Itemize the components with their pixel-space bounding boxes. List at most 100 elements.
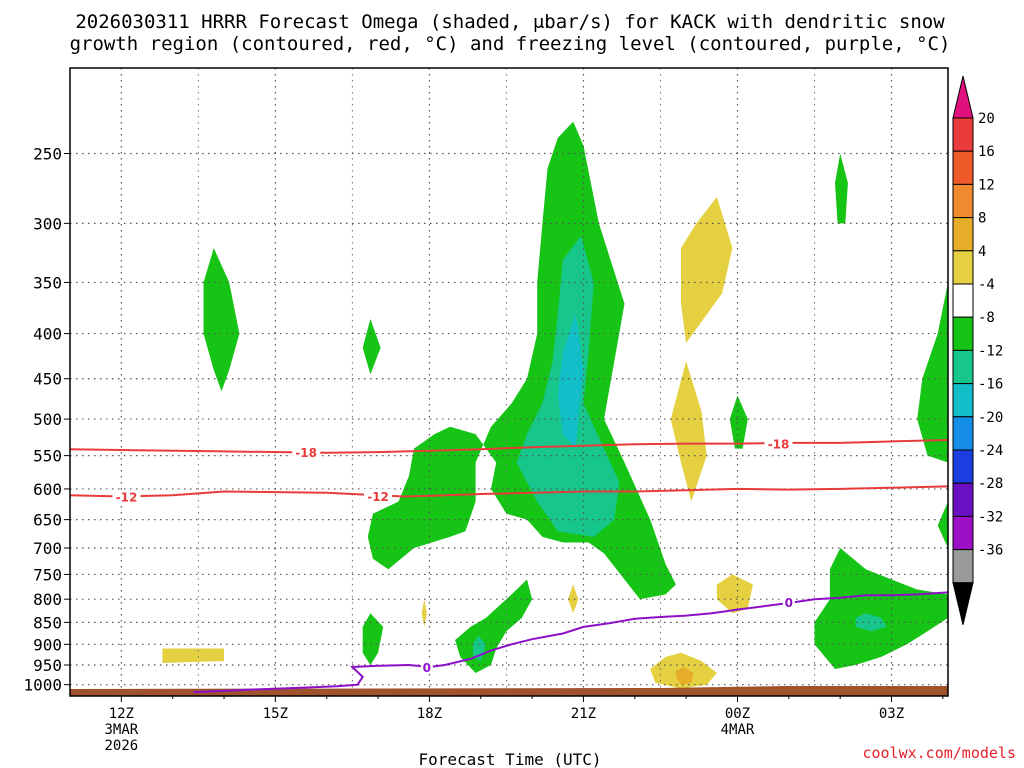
omega-region-2 bbox=[367, 121, 676, 600]
colorbar-swatch--28 bbox=[952, 482, 974, 517]
colorbar-swatch-4 bbox=[952, 250, 974, 285]
omega-region-12 bbox=[814, 548, 948, 669]
contour-label-minus12-a-bg bbox=[112, 489, 141, 503]
colorbar-label--36: -36 bbox=[978, 543, 1003, 559]
colorbar-label--12: -12 bbox=[978, 343, 1003, 359]
omega-region-1 bbox=[362, 318, 381, 375]
colorbar-label--28: -28 bbox=[978, 476, 1003, 492]
colorbar-bottom-arrow bbox=[952, 582, 974, 625]
contour-label-minus18-b: -18 bbox=[768, 438, 790, 452]
omega-region-5 bbox=[729, 395, 748, 449]
colorbar-label--32: -32 bbox=[978, 509, 1003, 525]
x-axis-label: Forecast Time (UTC) bbox=[418, 750, 601, 768]
contour-minus18 bbox=[69, 439, 949, 454]
x-tick-label-15Z: 15Z bbox=[263, 706, 288, 722]
x-tick-label-00Z: 00Z bbox=[725, 706, 750, 722]
contour-lines: -18 -18 -12 -12 0 0 bbox=[69, 436, 949, 694]
omega-region-6 bbox=[917, 282, 948, 463]
omega-region-21 bbox=[675, 667, 694, 685]
credit-text: coolwx.com/models bbox=[862, 744, 1016, 762]
colorbar-swatch-8 bbox=[952, 217, 974, 252]
colorbar-label-4: 4 bbox=[978, 244, 986, 260]
colorbar-swatch--20 bbox=[952, 416, 974, 451]
x-tick-label-21Z: 21Z bbox=[571, 706, 596, 722]
grid-lines bbox=[70, 68, 948, 696]
contour-label-minus18-b-bg bbox=[764, 436, 793, 450]
x-tick-sub2-12Z: 2026 bbox=[104, 738, 138, 754]
colorbar-label--24: -24 bbox=[978, 443, 1003, 459]
colorbar: 20 16 12 8 4 -4 -8 -12 -16 -20 -24 -28 -32 -36 bbox=[952, 75, 1003, 625]
ground-strip bbox=[70, 686, 948, 696]
y-tick-label-600: 600 bbox=[33, 480, 62, 499]
omega-region-14 bbox=[681, 196, 733, 343]
y-tick-label-650: 650 bbox=[33, 511, 62, 530]
colorbar-swatch--4 bbox=[952, 283, 974, 318]
y-tick-label-950: 950 bbox=[33, 656, 62, 675]
omega-region-9 bbox=[362, 613, 384, 665]
x-tick-sub1-00Z: 4MAR bbox=[721, 722, 755, 738]
omega-region-18 bbox=[421, 599, 427, 627]
y-tick-label-750: 750 bbox=[33, 565, 62, 584]
colorbar-swatch--16 bbox=[952, 383, 974, 418]
omega-region-8 bbox=[835, 153, 848, 224]
colorbar-label--16: -16 bbox=[978, 377, 1003, 393]
omega-shading bbox=[162, 121, 948, 689]
contour-label-freezing-a: 0 bbox=[423, 661, 431, 675]
omega-region-4 bbox=[557, 313, 584, 449]
contour-label-freezing-a-bg bbox=[420, 660, 433, 674]
colorbar-swatch--12 bbox=[952, 349, 974, 385]
contour-label-minus12-b-bg bbox=[364, 488, 393, 502]
colorbar-top-arrow bbox=[952, 75, 974, 119]
omega-region-17 bbox=[568, 584, 579, 614]
contour-label-minus18-a: -18 bbox=[295, 446, 317, 460]
colorbar-label-16: 16 bbox=[978, 144, 995, 160]
colorbar-swatch--24 bbox=[952, 449, 974, 484]
x-tick-sub1-12Z: 3MAR bbox=[104, 722, 138, 738]
chart-title-line1: 2026030311 HRRR Forecast Omega (shaded, … bbox=[75, 11, 945, 33]
contour-label-minus12-a: -12 bbox=[116, 491, 138, 505]
plot-border bbox=[69, 67, 949, 697]
colorbar-swatch-12 bbox=[952, 183, 974, 219]
y-tick-label-900: 900 bbox=[33, 635, 62, 654]
colorbar-label-20: 20 bbox=[978, 111, 995, 127]
colorbar-label-8: 8 bbox=[978, 211, 986, 227]
y-tick-label-300: 300 bbox=[33, 214, 62, 233]
colorbar-swatch--8 bbox=[952, 316, 974, 351]
y-axis: 250 300 350 400 450 500 550 600 650 700 750 800 850 9… bbox=[23, 144, 70, 695]
contour-label-minus18-a-bg bbox=[292, 445, 321, 459]
contour-label-freezing-b: 0 bbox=[785, 596, 793, 610]
omega-region-16 bbox=[716, 574, 753, 614]
colorbar-swatch--36 bbox=[952, 549, 974, 584]
omega-region-15 bbox=[670, 361, 707, 502]
y-tick-label-400: 400 bbox=[33, 325, 62, 344]
y-tick-label-250: 250 bbox=[33, 144, 62, 163]
colorbar-label--20: -20 bbox=[978, 410, 1003, 426]
y-tick-label-800: 800 bbox=[33, 590, 62, 609]
colorbar-swatch--32 bbox=[952, 515, 974, 551]
y-tick-label-350: 350 bbox=[33, 273, 62, 292]
contour-label-minus12-b: -12 bbox=[367, 490, 389, 504]
contour-label-freezing-b-bg bbox=[782, 595, 795, 609]
x-tick-label-03Z: 03Z bbox=[879, 706, 904, 722]
x-tick-label-18Z: 18Z bbox=[417, 706, 442, 722]
contour-minus12 bbox=[69, 485, 949, 498]
y-tick-label-1000: 1000 bbox=[23, 676, 62, 695]
colorbar-label-12: 12 bbox=[978, 177, 995, 193]
omega-region-0 bbox=[203, 248, 240, 392]
chart-title-line2: growth region (contoured, red, °C) and f… bbox=[70, 33, 951, 55]
ground-surface bbox=[70, 686, 948, 696]
plot-frame bbox=[69, 67, 949, 697]
omega-region-19 bbox=[162, 648, 224, 663]
colorbar-label--4: -4 bbox=[978, 277, 995, 293]
y-tick-label-700: 700 bbox=[33, 539, 62, 558]
colorbar-swatch-16 bbox=[952, 150, 974, 185]
y-tick-label-550: 550 bbox=[33, 447, 62, 466]
y-tick-label-850: 850 bbox=[33, 613, 62, 632]
y-tick-label-500: 500 bbox=[33, 410, 62, 429]
omega-region-13 bbox=[855, 613, 887, 632]
omega-region-7 bbox=[937, 501, 948, 548]
y-tick-label-450: 450 bbox=[33, 370, 62, 389]
x-tick-label-12Z: 12Z bbox=[109, 706, 134, 722]
colorbar-swatch-20 bbox=[952, 117, 974, 152]
